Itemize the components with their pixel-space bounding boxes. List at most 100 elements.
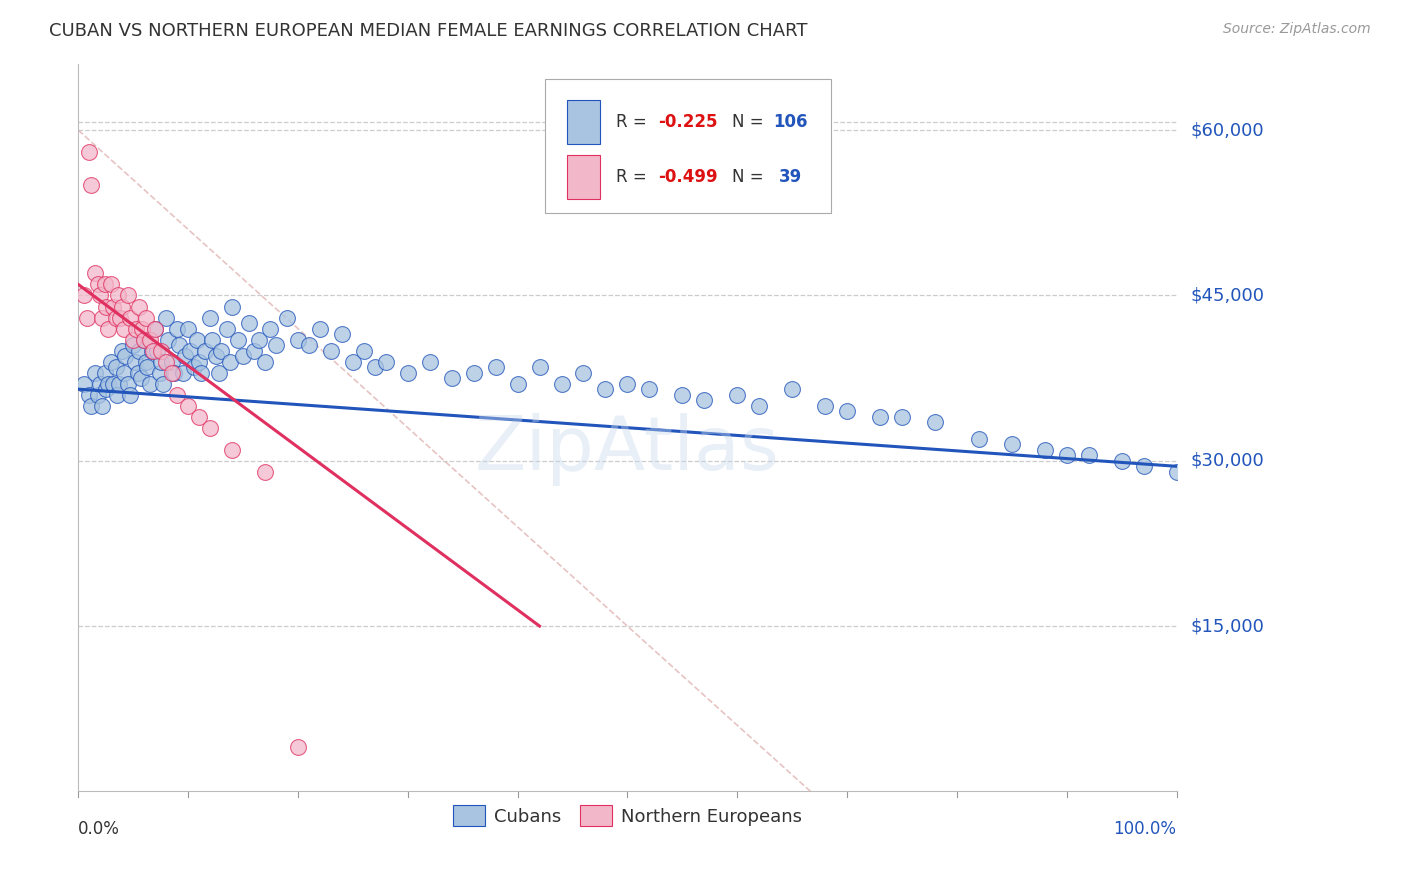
Point: [128, 343, 150, 358]
Point: [287, 740, 309, 755]
Point: [135, 310, 157, 325]
Point: [172, 366, 194, 380]
Point: [104, 310, 127, 325]
Text: 0.0%: 0.0%: [79, 821, 120, 838]
Point: [118, 387, 141, 401]
Point: [616, 376, 638, 391]
Point: [128, 300, 150, 314]
Point: [73, 376, 96, 391]
Point: [76, 310, 98, 325]
Point: [89, 376, 111, 391]
Text: -0.225: -0.225: [658, 113, 717, 131]
Point: [77, 145, 100, 160]
Point: [891, 409, 914, 424]
Point: [143, 321, 166, 335]
Point: [166, 387, 188, 401]
Text: $60,000: $60,000: [1191, 121, 1264, 139]
Point: [780, 382, 803, 396]
Point: [1077, 448, 1099, 462]
Point: [91, 310, 114, 325]
Point: [218, 354, 240, 368]
Point: [134, 333, 156, 347]
Point: [190, 366, 212, 380]
Point: [103, 376, 125, 391]
Point: [141, 343, 163, 358]
Point: [149, 343, 172, 358]
Point: [748, 399, 770, 413]
Point: [112, 366, 135, 380]
Point: [319, 343, 342, 358]
Point: [188, 354, 211, 368]
Point: [1056, 448, 1078, 462]
Point: [77, 387, 100, 401]
Point: [198, 310, 221, 325]
Text: $30,000: $30,000: [1191, 451, 1264, 470]
Point: [107, 288, 129, 302]
Point: [814, 399, 837, 413]
Point: [249, 333, 271, 347]
Point: [221, 300, 243, 314]
Point: [127, 366, 149, 380]
Point: [276, 310, 298, 325]
Point: [97, 321, 120, 335]
Point: [169, 338, 191, 352]
Point: [97, 376, 120, 391]
Point: [572, 366, 595, 380]
Point: [134, 333, 156, 347]
Point: [122, 333, 145, 347]
Point: [1166, 465, 1188, 479]
Point: [264, 338, 287, 352]
Point: [419, 354, 441, 368]
Bar: [567, 101, 600, 145]
Point: [869, 409, 891, 424]
Bar: [567, 155, 600, 199]
Point: [94, 300, 117, 314]
Point: [671, 387, 693, 401]
Point: [125, 321, 148, 335]
Point: [173, 349, 195, 363]
Point: [73, 288, 96, 302]
Point: [117, 376, 139, 391]
Point: [104, 360, 127, 375]
Point: [114, 349, 136, 363]
Point: [330, 326, 353, 341]
Point: [243, 343, 266, 358]
Point: [238, 316, 260, 330]
Point: [226, 333, 249, 347]
Point: [1001, 437, 1024, 451]
Point: [725, 387, 748, 401]
FancyBboxPatch shape: [546, 78, 831, 213]
Point: [374, 354, 396, 368]
Point: [93, 277, 115, 292]
Point: [160, 354, 183, 368]
Point: [215, 321, 238, 335]
Text: ZipAtlas: ZipAtlas: [475, 413, 780, 486]
Point: [529, 360, 551, 375]
Text: R =: R =: [616, 168, 652, 186]
Point: [183, 360, 205, 375]
Point: [221, 442, 243, 457]
Point: [287, 333, 309, 347]
Point: [967, 432, 990, 446]
Point: [87, 387, 110, 401]
Text: N =: N =: [731, 113, 769, 131]
Point: [155, 310, 177, 325]
Point: [131, 321, 153, 335]
Point: [80, 178, 103, 193]
Point: [136, 360, 159, 375]
Point: [179, 343, 201, 358]
Point: [232, 349, 254, 363]
Point: [198, 421, 221, 435]
Point: [83, 267, 105, 281]
Point: [93, 366, 115, 380]
Point: [506, 376, 529, 391]
Point: [155, 354, 177, 368]
Point: [194, 343, 217, 358]
Point: [157, 333, 180, 347]
Point: [188, 409, 211, 424]
Point: [342, 354, 364, 368]
Point: [143, 321, 166, 335]
Point: [835, 404, 858, 418]
Point: [142, 343, 165, 358]
Point: [146, 343, 169, 358]
